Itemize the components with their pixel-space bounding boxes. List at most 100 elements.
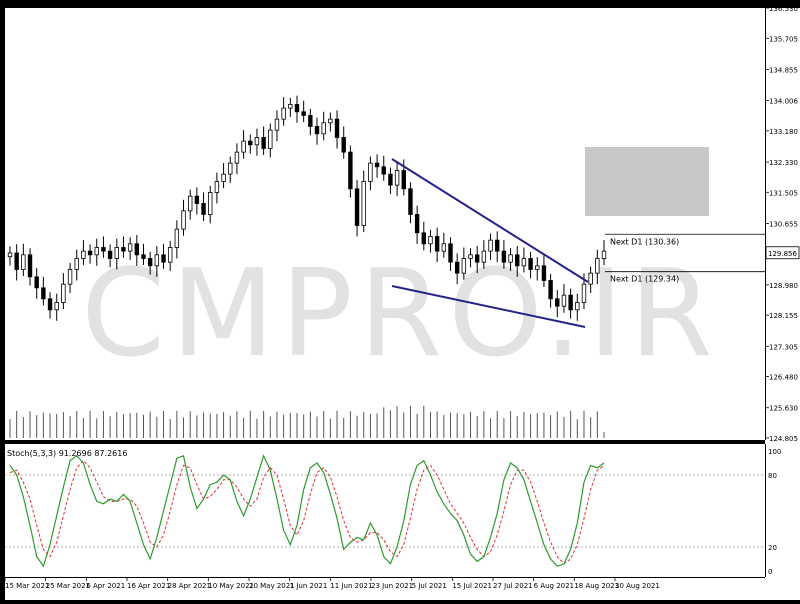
candle-body [561,294,567,307]
candle-body [501,250,507,263]
candle-body [94,247,99,256]
current-price-label: 129.856 [768,250,797,258]
candle-body [188,195,193,212]
candle-body [428,236,433,245]
candle-body [388,173,393,186]
price-tick-label: 133.180 [769,128,798,136]
price-tick-label: 134.006 [769,98,798,106]
candle-body [495,239,500,252]
price-tick-label: 126.480 [769,374,798,382]
candle-body [401,170,406,190]
candle-body [161,254,166,263]
candle-body [381,166,386,175]
candle-body [208,192,213,215]
date-tick-label: 18 Aug 2021 [574,582,619,590]
price-tick-label: 124.805 [769,435,798,443]
candle-body [341,137,346,153]
candle-body [434,236,440,252]
oscillator-label: Stoch(5,3,3) 91.2696 87.2616 [7,449,127,458]
candle-body [368,162,373,182]
candle-body [7,252,13,258]
candle-body [134,243,140,256]
candle-body [67,269,73,285]
candle-body [174,228,180,248]
date-tick-label: 20 May 2021 [249,582,295,590]
candle-body [414,214,420,234]
candle-body [281,107,286,120]
candle-body [181,210,186,230]
candle-body [601,250,607,259]
target-zone [585,147,709,216]
candle-body [448,243,453,263]
candle-body [248,140,253,146]
level-label: Next D1 (129.34) [610,275,679,284]
candle-body [394,170,400,186]
candle-body [27,254,33,278]
candle-body [87,250,93,256]
price-tick-label: 136.530 [769,5,798,13]
date-tick-label: 16 Apr 2021 [127,582,170,590]
candle-body [361,181,366,226]
candle-body [454,261,460,274]
candle-body [581,283,587,303]
candle-body [288,104,293,109]
candle-body [254,137,260,146]
price-tick-label: 128.155 [769,312,798,320]
current-price-box [765,246,800,260]
stoch-k-line [9,454,605,568]
candle-body [481,250,487,263]
osc-tick-label: 100 [768,448,781,456]
candle-body [568,294,573,311]
price-panel [5,8,765,440]
stoch-d-line [9,459,605,565]
candle-body [221,173,226,182]
candle-body [294,104,300,113]
candle-body [14,252,19,270]
candle-body [441,243,447,252]
candle-body [127,243,133,252]
candle-body [301,111,306,116]
candle-body [348,151,353,190]
date-tick-label: 1 Jun 2021 [290,582,328,590]
candle-body [508,254,513,263]
candle-body [81,250,86,259]
date-tick-label: 28 Apr 2021 [168,582,211,590]
candle-body [588,272,593,285]
candle-body [241,140,246,153]
candle-body [461,258,467,274]
candle-body [555,298,560,307]
candle-body [61,283,66,303]
candle-body [268,129,273,149]
candle-body [354,188,360,226]
candle-body [74,258,79,270]
candle-body [334,118,340,138]
candle-body [34,276,39,289]
price-tick-label: 130.655 [769,220,798,228]
lower-trendline [391,285,586,328]
level-label: Next D1 (130.36) [610,237,679,246]
price-tick-label: 131.505 [769,189,798,197]
price-tick-label: 132.330 [769,159,798,167]
candle-body [194,195,200,204]
candle-body [535,265,540,270]
date-tick-label: 6 Apr 2021 [86,582,125,590]
candle-body [154,254,160,267]
candle-body [521,258,527,267]
candle-body [234,151,240,164]
osc-tick-label: 80 [768,472,777,480]
candle-body [468,254,473,259]
candle-body [595,258,600,274]
candle-body [528,258,533,270]
date-tick-label: 15 Mar 2021 [5,582,49,590]
date-tick-label: 5 Jul 2021 [412,582,447,590]
price-tick-label: 127.305 [769,343,798,351]
candle-body [21,254,26,270]
candle-body [314,126,320,135]
candle-body [541,265,547,281]
candle-body [114,247,119,259]
candle-body [107,250,113,259]
watermark: CMPRO.IR [81,245,719,384]
candle-body [214,181,220,193]
candle-body [47,298,53,311]
